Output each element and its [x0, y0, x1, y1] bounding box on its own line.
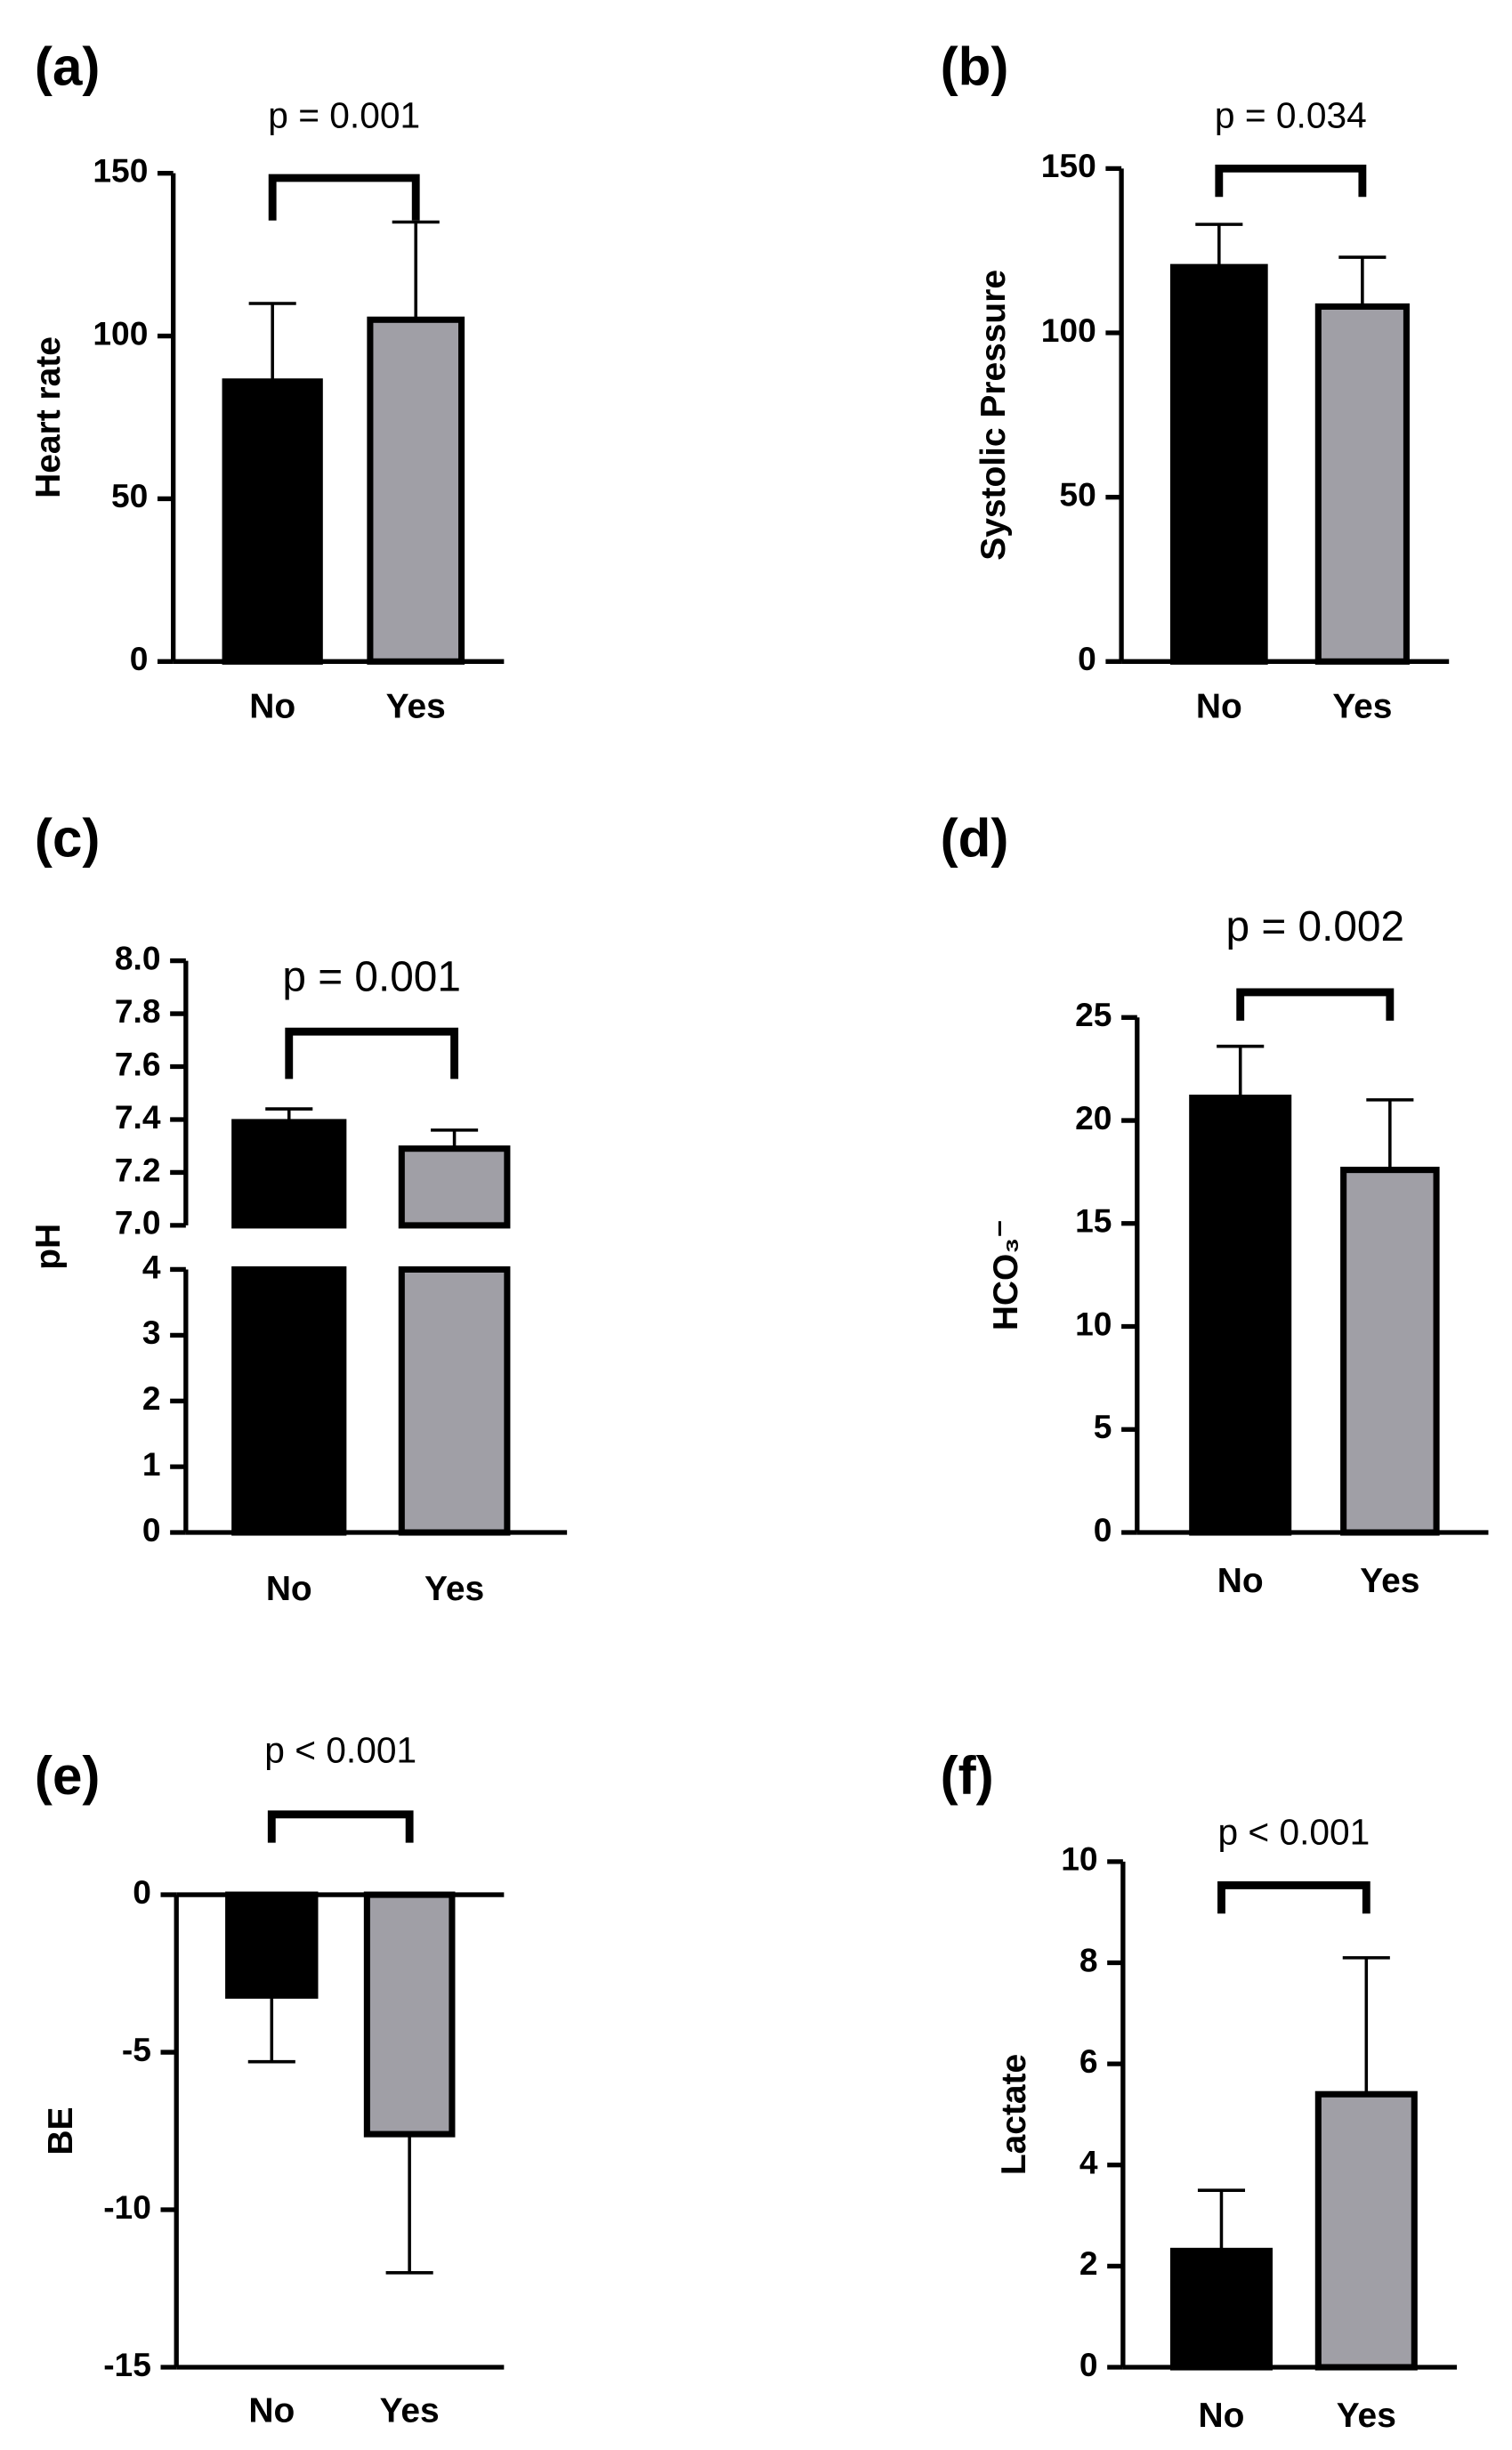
panel: (c) pH 0 1 2 3 4 7.0 7.2 7.4 7.6 7.8 8.0 No Yes p = 0.0… — [29, 809, 568, 1608]
significance-bracket — [1236, 988, 1395, 1021]
y-tick-label: 10 — [1075, 1305, 1112, 1342]
x-tick-label: Yes — [424, 1570, 484, 1608]
y-tick-label: 10 — [1061, 1840, 1097, 1878]
bar — [222, 378, 323, 665]
x-tick-label: No — [266, 1570, 312, 1608]
y-tick-label: 4 — [142, 1248, 161, 1285]
p-value-annotation: p < 0.001 — [1217, 1812, 1370, 1853]
p-value-annotation: p = 0.002 — [1226, 903, 1405, 950]
y-tick-label: 0 — [1078, 640, 1096, 677]
y-tick-label: 0 — [1079, 2346, 1098, 2383]
y-tick-label: 7.2 — [115, 1151, 161, 1188]
x-tick-label: No — [1199, 2397, 1245, 2435]
panel: (b) Systolic Pressure 0 50 100 150 No Yes p = 0.… — [941, 37, 1450, 726]
significance-bracket — [1215, 164, 1367, 198]
y-axis-label: Heart rate — [29, 336, 68, 498]
y-axis-label: Systolic Pressure — [974, 270, 1013, 561]
y-tick-label: 6 — [1079, 2042, 1098, 2080]
bar — [367, 316, 465, 665]
panel: (d) HCO₃⁻ 0 5 10 15 20 25 No Yes p = 0.002 — [941, 809, 1489, 1600]
y-tick-label: 2 — [1079, 2244, 1098, 2282]
bar — [1169, 2247, 1273, 2371]
bar — [1314, 2090, 1418, 2371]
bar — [225, 1891, 319, 1999]
panel-label: (c) — [35, 809, 101, 869]
y-tick-label: 25 — [1075, 996, 1112, 1033]
y-tick-label: -15 — [103, 2346, 151, 2383]
y-tick-label: 4 — [1079, 2144, 1098, 2181]
x-tick-label: Yes — [386, 688, 446, 726]
y-tick-label: 1 — [142, 1445, 161, 1483]
x-tick-label: Yes — [1332, 688, 1392, 726]
y-tick-label: 2 — [142, 1379, 161, 1417]
p-value-annotation: p = 0.001 — [282, 953, 461, 1000]
bar-lower — [231, 1265, 347, 1536]
y-tick-label: 20 — [1075, 1099, 1112, 1136]
y-tick-label: 8 — [1079, 1941, 1098, 1978]
y-tick-label: 5 — [1094, 1408, 1112, 1445]
y-tick-label: 15 — [1075, 1202, 1112, 1240]
panel: (a) Heart rate 0 50 100 150 No Yes p = 0.001 — [29, 37, 505, 726]
x-tick-label: Yes — [380, 2392, 440, 2430]
panel-label: (a) — [35, 37, 101, 97]
panel-label: (f) — [941, 1746, 994, 1806]
bar-lower — [398, 1265, 511, 1536]
y-tick-label: 50 — [1059, 475, 1096, 513]
p-value-annotation: p = 0.001 — [268, 94, 420, 135]
bar — [1189, 1095, 1292, 1536]
p-value-annotation: p = 0.034 — [1215, 94, 1367, 135]
x-tick-label: No — [1217, 1562, 1264, 1600]
significance-bracket — [285, 1027, 459, 1079]
y-tick-label: 100 — [93, 314, 148, 352]
y-tick-label: 0 — [1094, 1511, 1112, 1548]
y-tick-label: 150 — [1041, 147, 1096, 184]
y-axis-label: pH — [29, 1224, 68, 1270]
bar — [1169, 263, 1268, 665]
panel-label: (d) — [941, 809, 1009, 869]
bar — [231, 1119, 347, 1229]
y-axis-label: Lactate — [995, 2054, 1033, 2175]
x-tick-label: Yes — [1337, 2397, 1396, 2435]
bar — [398, 1145, 511, 1229]
x-tick-label: No — [249, 688, 295, 726]
y-tick-label: 0 — [130, 640, 149, 677]
panel-label: (b) — [941, 37, 1009, 97]
y-tick-label: 7.6 — [115, 1045, 161, 1082]
x-tick-label: No — [248, 2392, 295, 2430]
y-axis-label: HCO₃⁻ — [987, 1219, 1025, 1330]
significance-bracket — [267, 1810, 414, 1843]
x-tick-label: No — [1196, 688, 1242, 726]
significance-bracket — [1217, 1881, 1371, 1914]
panel: (f) Lactate 0 2 4 6 8 10 No Yes p < 0.001 — [941, 1746, 1458, 2435]
x-tick-label: Yes — [1360, 1562, 1419, 1600]
y-tick-label: 150 — [93, 151, 148, 189]
y-tick-label: 0 — [133, 1873, 151, 1911]
p-value-annotation: p < 0.001 — [264, 1730, 416, 1771]
bar — [363, 1891, 456, 2138]
bar — [1314, 303, 1410, 665]
y-tick-label: 0 — [142, 1511, 161, 1548]
y-tick-label: -5 — [122, 2031, 151, 2068]
panel-label: (e) — [35, 1746, 101, 1806]
panel: (e) BE -15 -10 -5 0 No Yes p < 0.001 — [35, 1730, 505, 2430]
y-tick-label: 8.0 — [115, 939, 161, 976]
bar — [1340, 1167, 1440, 1536]
y-axis-label: BE — [42, 2107, 80, 2155]
y-tick-label: 7.4 — [115, 1098, 161, 1136]
y-tick-label: 50 — [111, 477, 148, 514]
y-tick-label: 100 — [1041, 311, 1096, 349]
y-tick-label: 7.0 — [115, 1204, 161, 1241]
y-tick-label: 3 — [142, 1314, 161, 1351]
y-tick-label: -10 — [103, 2188, 151, 2226]
significance-bracket — [268, 174, 420, 221]
y-tick-label: 7.8 — [115, 992, 161, 1030]
